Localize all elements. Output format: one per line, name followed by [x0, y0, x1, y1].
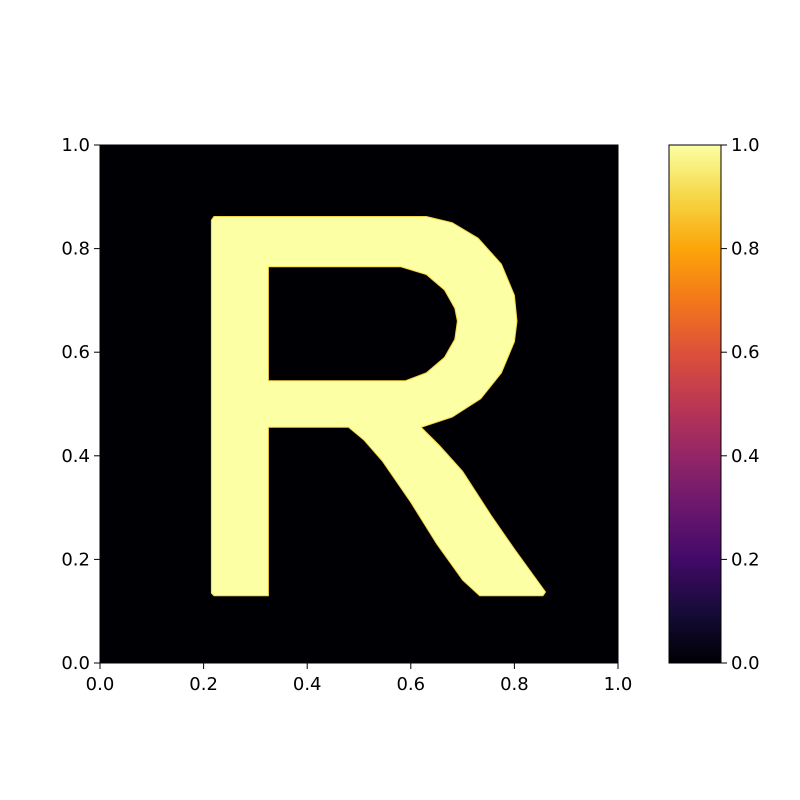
colorbar-tick-label: 0.0: [731, 653, 760, 674]
letter-r-shape: [210, 216, 547, 597]
y-tick-label: 1.0: [61, 135, 90, 156]
colorbar: 0.0 0.2 0.4 0.6 0.8 1.0: [668, 135, 760, 674]
x-tick-label: 1.0: [604, 674, 633, 695]
x-tick-label: 0.0: [86, 674, 115, 695]
colorbar-frame: [668, 144, 722, 664]
plot-frame: [99, 144, 619, 664]
colorbar-tick-label: 0.6: [731, 342, 760, 363]
colorbar-tick-label: 0.8: [731, 239, 760, 260]
colorbar-tick-label: 0.4: [731, 446, 760, 467]
y-tick-label: 0.2: [61, 549, 90, 570]
colorbar-tick-label: 0.2: [731, 549, 760, 570]
y-tick-label: 0.4: [61, 446, 90, 467]
colorbar-axis: 0.0 0.2 0.4 0.6 0.8 1.0: [721, 135, 760, 674]
y-tick-label: 0.6: [61, 342, 90, 363]
x-tick-label: 0.8: [500, 674, 529, 695]
x-tick-label: 0.6: [396, 674, 425, 695]
y-axis: 0.0 0.2 0.4 0.6 0.8 1.0: [61, 135, 100, 674]
y-tick-label: 0.8: [61, 239, 90, 260]
y-tick-label: 0.0: [61, 653, 90, 674]
colorbar-tick-label: 1.0: [731, 135, 760, 156]
x-tick-label: 0.4: [293, 674, 322, 695]
colorbar-fill: [669, 145, 721, 663]
heatmap-plot-area: [99, 144, 619, 664]
x-tick-label: 0.2: [189, 674, 218, 695]
x-axis: 0.0 0.2 0.4 0.6 0.8 1.0: [86, 663, 633, 695]
